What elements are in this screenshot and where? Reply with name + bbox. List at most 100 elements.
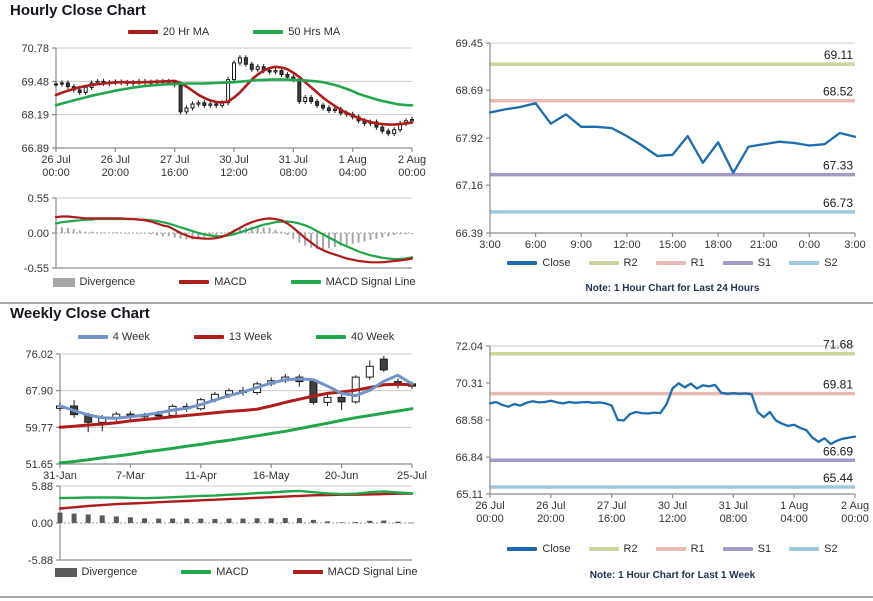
svg-text:66.69: 66.69 bbox=[823, 444, 853, 458]
legend-item: S2 bbox=[789, 257, 838, 269]
legend-item: 13 Week bbox=[193, 331, 272, 343]
svg-text:67.16: 67.16 bbox=[455, 180, 483, 192]
svg-text:3:00: 3:00 bbox=[479, 239, 500, 251]
legend-label: MACD Signal Line bbox=[325, 276, 416, 288]
svg-text:70.78: 70.78 bbox=[21, 43, 49, 55]
legend-item: S2 bbox=[789, 543, 838, 555]
svg-text:15:00: 15:00 bbox=[659, 239, 687, 251]
line-swatch-icon bbox=[181, 570, 212, 574]
svg-text:68.52: 68.52 bbox=[823, 85, 853, 99]
svg-text:26 Jul: 26 Jul bbox=[475, 500, 504, 512]
svg-text:20-Jun: 20-Jun bbox=[325, 470, 359, 482]
legend-label: Close bbox=[542, 257, 571, 269]
hourly-sr-legend: Close R2 R1 S1 S2 bbox=[490, 257, 855, 269]
legend-item: 20 Hr MA bbox=[127, 26, 210, 38]
svg-text:2 Aug: 2 Aug bbox=[841, 500, 869, 512]
legend-label: S1 bbox=[757, 257, 772, 269]
weekly-macd-legend: Divergence MACD MACD Signal Line bbox=[54, 566, 417, 578]
svg-text:04:00: 04:00 bbox=[339, 167, 367, 179]
svg-text:72.04: 72.04 bbox=[455, 341, 483, 353]
weekly-macd-chart: 5.88 0.00 -5.88 bbox=[8, 480, 420, 567]
svg-text:20:00: 20:00 bbox=[102, 167, 130, 179]
svg-text:00:00: 00:00 bbox=[841, 513, 869, 525]
line-swatch-icon bbox=[789, 261, 820, 265]
svg-text:16:00: 16:00 bbox=[598, 513, 626, 525]
svg-text:6:00: 6:00 bbox=[525, 239, 546, 251]
svg-text:00:00: 00:00 bbox=[398, 167, 426, 179]
legend-label: R2 bbox=[623, 257, 638, 269]
svg-text:67.92: 67.92 bbox=[455, 133, 483, 145]
legend-label: 4 Week bbox=[112, 331, 150, 343]
svg-text:51.65: 51.65 bbox=[25, 459, 53, 471]
hourly-chart-note: Note: 1 Hour Chart for Last 24 Hours bbox=[585, 283, 760, 294]
hourly-section-title: Hourly Close Chart bbox=[10, 2, 146, 19]
legend-label: S2 bbox=[824, 543, 838, 555]
legend-label: 50 Hrs MA bbox=[288, 26, 341, 38]
legend-item: S1 bbox=[722, 543, 772, 555]
svg-text:31 Jul: 31 Jul bbox=[719, 500, 748, 512]
line-swatch-icon bbox=[253, 30, 284, 34]
svg-text:5.88: 5.88 bbox=[32, 481, 53, 493]
line-swatch-icon bbox=[316, 335, 347, 339]
svg-text:31 Jul: 31 Jul bbox=[279, 154, 308, 166]
weekly-chart-note: Note: 1 Hour Chart for Last 1 Week bbox=[589, 570, 756, 581]
svg-text:0:00: 0:00 bbox=[799, 239, 820, 251]
svg-text:04:00: 04:00 bbox=[780, 513, 808, 525]
legend-label: R1 bbox=[690, 257, 705, 269]
svg-text:1 Aug: 1 Aug bbox=[780, 500, 808, 512]
legend-item: Divergence bbox=[54, 566, 137, 578]
svg-text:00:00: 00:00 bbox=[42, 167, 70, 179]
legend-label: Close bbox=[542, 543, 571, 555]
svg-text:26 Jul: 26 Jul bbox=[101, 154, 130, 166]
hourly-sr-chart: 69.45 68.69 67.92 67.16 66.39 3:00 6:00 9:00 12:… bbox=[432, 36, 865, 258]
svg-text:67.33: 67.33 bbox=[823, 159, 853, 173]
legend-item: 40 Week bbox=[316, 331, 394, 343]
legend-label: MACD bbox=[214, 276, 247, 288]
svg-text:9:00: 9:00 bbox=[571, 239, 592, 251]
svg-text:65.44: 65.44 bbox=[823, 471, 853, 485]
legend-label: R2 bbox=[623, 543, 638, 555]
legend-item: MACD Signal Line bbox=[290, 276, 416, 288]
line-swatch-icon bbox=[77, 335, 108, 339]
svg-text:67.90: 67.90 bbox=[25, 386, 53, 398]
svg-text:12:00: 12:00 bbox=[613, 239, 641, 251]
bar-swatch-icon bbox=[52, 277, 75, 287]
legend-item: MACD bbox=[179, 276, 247, 288]
svg-text:66.84: 66.84 bbox=[455, 452, 483, 464]
svg-text:68.19: 68.19 bbox=[21, 110, 49, 122]
hourly-macd-chart: 0.55 0.00 -0.55 bbox=[8, 190, 420, 275]
svg-text:69.48: 69.48 bbox=[21, 76, 49, 88]
hourly-macd-plot: 0.55 0.00 -0.55 bbox=[24, 193, 414, 275]
legend-label: Divergence bbox=[79, 276, 136, 288]
svg-text:3:00: 3:00 bbox=[844, 239, 865, 251]
legend-item: R2 bbox=[588, 257, 638, 269]
section-divider bbox=[0, 302, 873, 304]
svg-text:76.02: 76.02 bbox=[25, 349, 53, 361]
svg-text:69.81: 69.81 bbox=[823, 378, 853, 392]
legend-item: S1 bbox=[722, 257, 772, 269]
legend-label: S2 bbox=[824, 257, 838, 269]
legend-label: 20 Hr MA bbox=[162, 26, 210, 38]
line-swatch-icon bbox=[193, 335, 224, 339]
svg-text:0.55: 0.55 bbox=[28, 193, 49, 205]
legend-label: S1 bbox=[757, 543, 772, 555]
bottom-divider bbox=[0, 596, 873, 598]
legend-label: R1 bbox=[690, 543, 705, 555]
bar-swatch-icon bbox=[54, 567, 77, 577]
svg-text:16:00: 16:00 bbox=[161, 167, 189, 179]
legend-item: MACD bbox=[181, 566, 249, 578]
svg-text:59.77: 59.77 bbox=[25, 422, 53, 434]
weekly-sr-legend: Close R2 R1 S1 S2 bbox=[490, 543, 855, 555]
svg-text:66.39: 66.39 bbox=[455, 228, 483, 240]
legend-item: 50 Hrs MA bbox=[253, 26, 340, 38]
svg-text:-0.55: -0.55 bbox=[24, 263, 49, 275]
svg-text:27 Jul: 27 Jul bbox=[160, 154, 189, 166]
legend-label: MACD bbox=[216, 566, 249, 578]
svg-text:7-Mar: 7-Mar bbox=[116, 470, 145, 482]
svg-text:1 Aug: 1 Aug bbox=[339, 154, 367, 166]
legend-item: 4 Week bbox=[77, 331, 150, 343]
line-swatch-icon bbox=[290, 280, 321, 284]
